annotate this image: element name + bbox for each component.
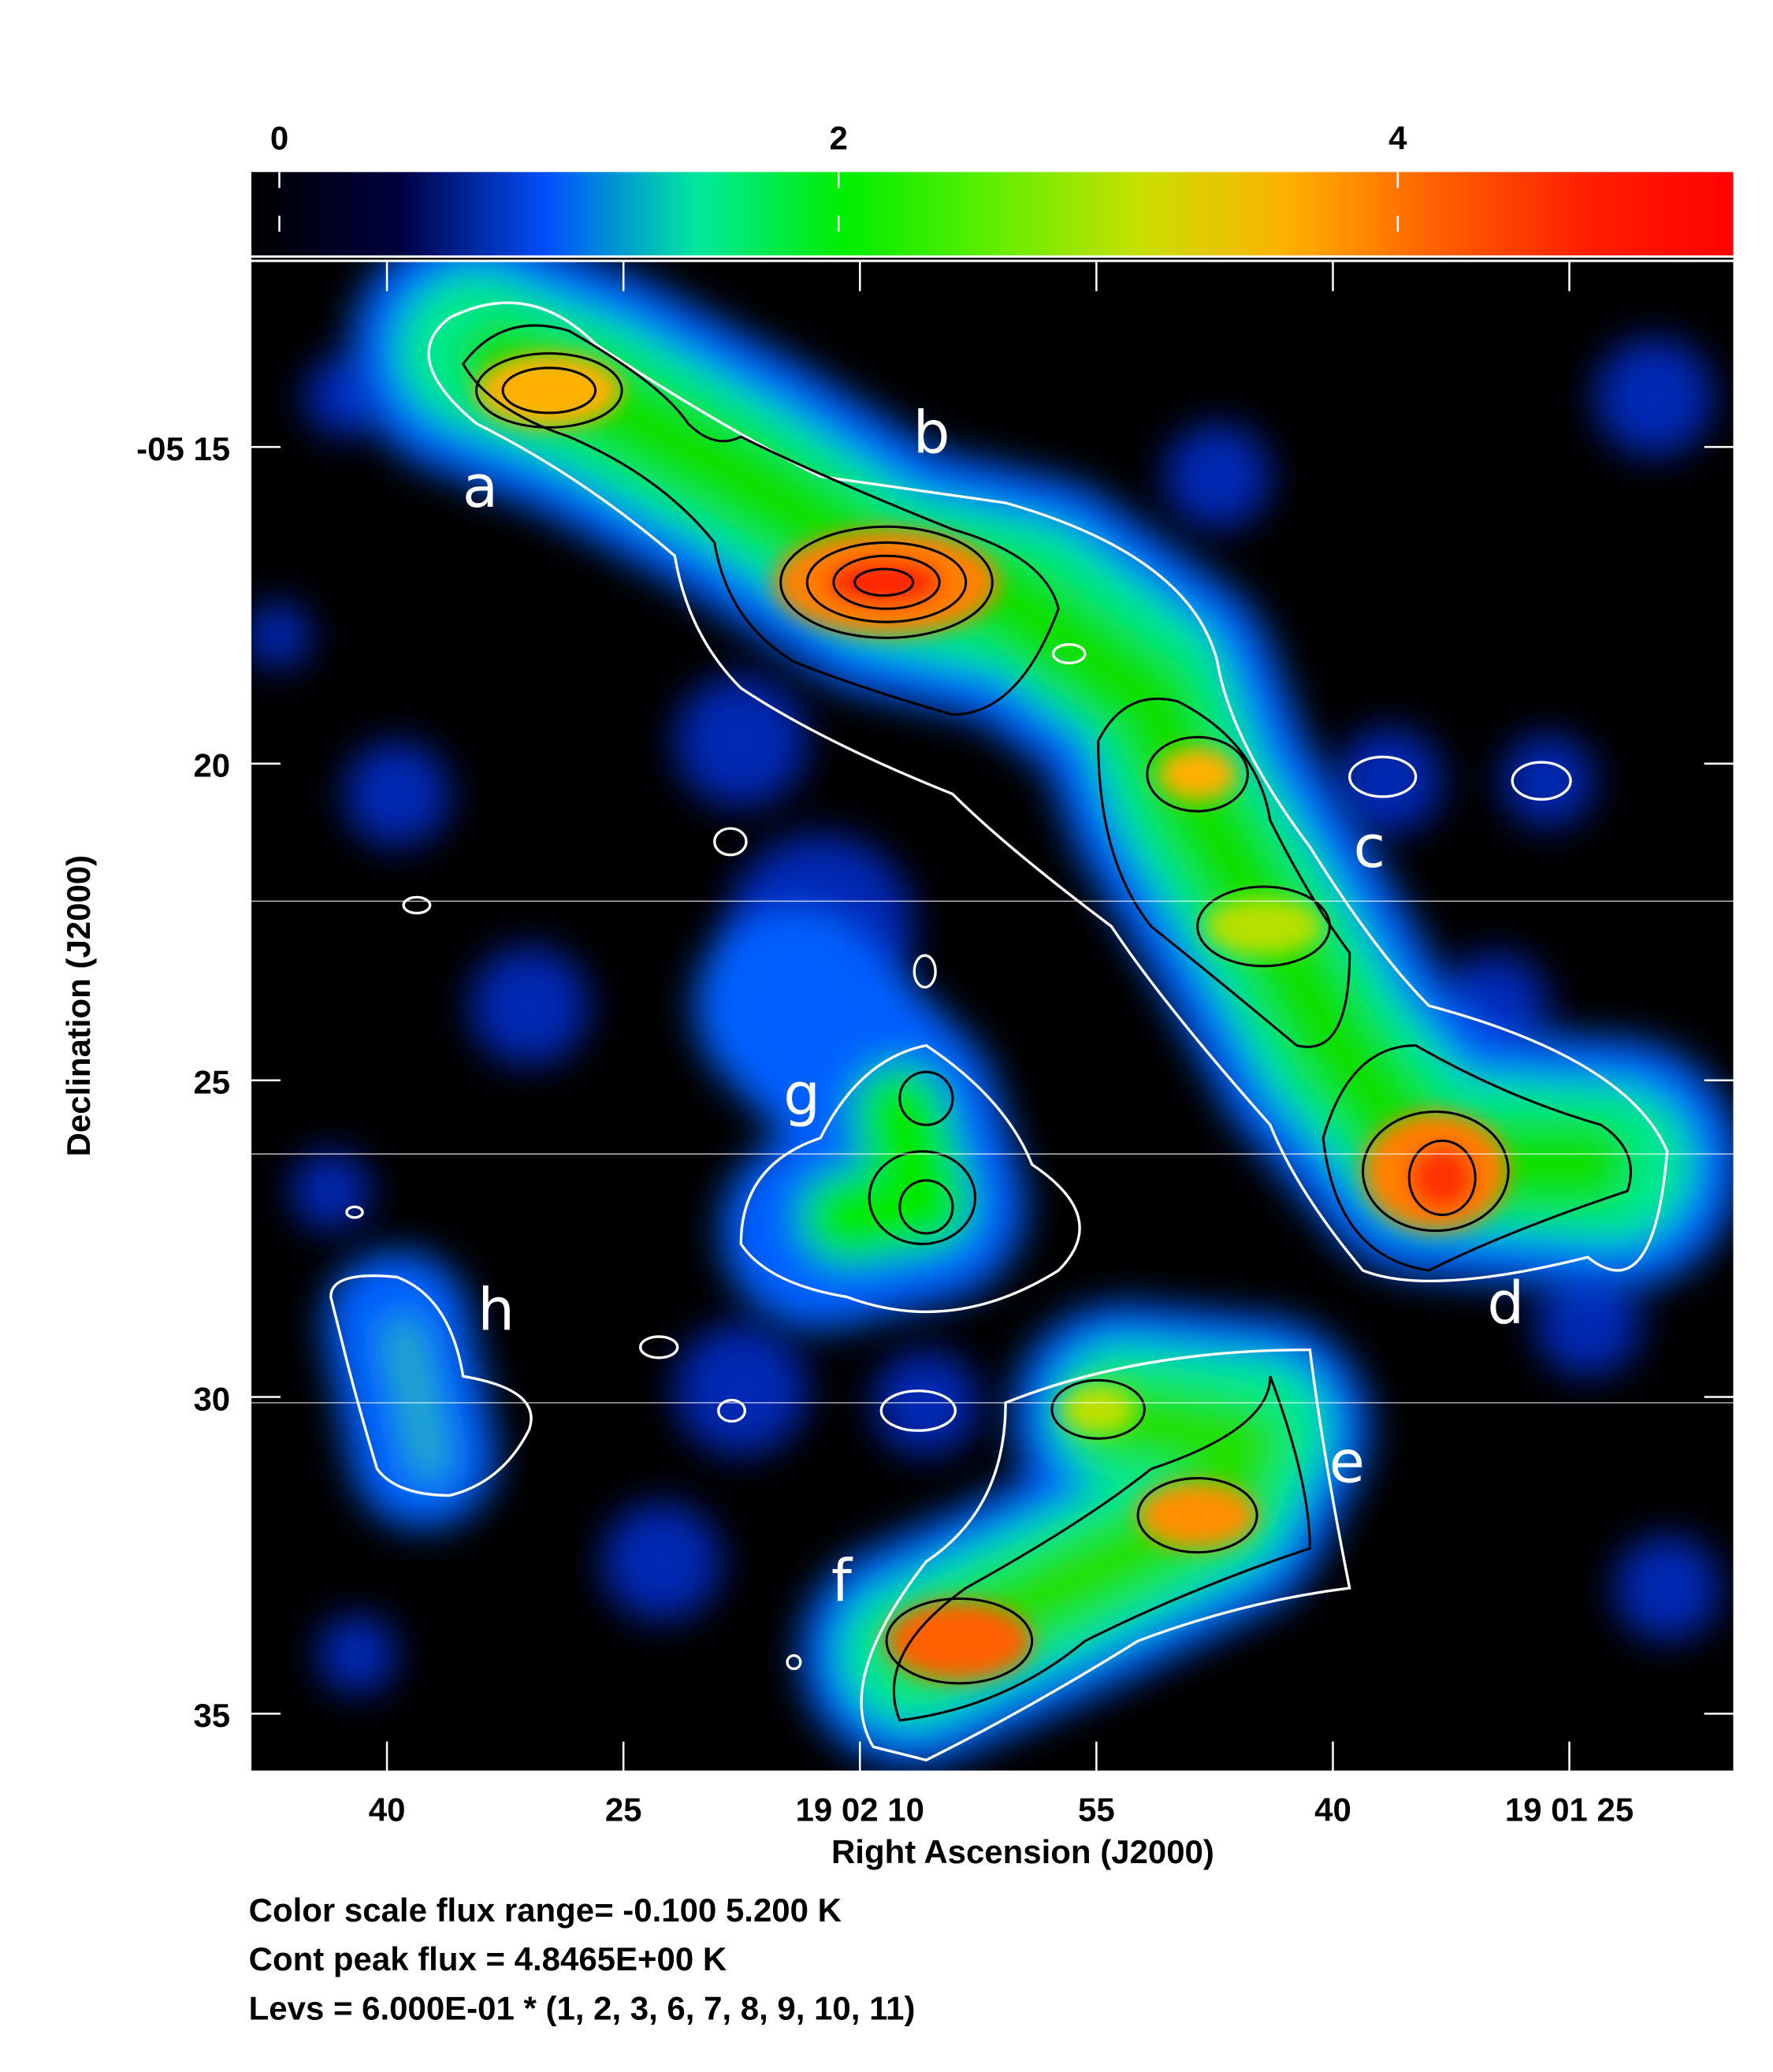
note: Color scale flux range= -0.100 5.200 K (249, 1892, 842, 1929)
note: Cont peak flux = 4.8465E+00 K (249, 1940, 727, 1977)
colorbar-tick-label: 4 (1388, 120, 1407, 157)
x-tick-label: 19 02 10 (796, 1791, 924, 1828)
x-tick-label: 40 (369, 1791, 406, 1828)
peaks (476, 353, 1509, 1681)
source-label: f (831, 1548, 853, 1616)
outer-contours (329, 301, 1669, 1762)
y-tick-label: 30 (193, 1380, 230, 1417)
x-tick-label: 40 (1314, 1791, 1351, 1828)
y-tick-label: 25 (193, 1064, 230, 1101)
source-label: e (1329, 1429, 1365, 1497)
y-tick-label: 35 (193, 1697, 230, 1734)
colorbar (251, 172, 1734, 256)
note: Levs = 6.000E-01 * (1, 2, 3, 6, 7, 8, 9,… (249, 1989, 916, 2026)
artifact-lines (251, 900, 1734, 1404)
y-axis-label: Declination (J2000) (60, 855, 97, 1157)
source-label: c (1354, 813, 1386, 881)
source-label: h (478, 1277, 515, 1345)
x-axis-label: Right Ascension (J2000) (831, 1833, 1214, 1870)
colorbar-tick-label: 2 (830, 120, 848, 157)
source-labels: a b c d e f g h (463, 399, 1524, 1615)
x-tick-label: 19 01 25 (1505, 1791, 1634, 1828)
y-tick-label: 20 (193, 747, 230, 784)
map-image (251, 262, 1734, 1771)
y-tick-label: -05 15 (136, 430, 230, 467)
inner-contours (461, 324, 1632, 1722)
source-label: b (913, 399, 950, 467)
x-tick-label: 55 (1078, 1791, 1115, 1828)
source-label: a (463, 453, 498, 521)
source-label: d (1487, 1270, 1524, 1337)
source-label: g (783, 1061, 820, 1129)
colorbar-tick-label: 0 (270, 120, 288, 157)
x-tick-label: 25 (605, 1791, 642, 1828)
